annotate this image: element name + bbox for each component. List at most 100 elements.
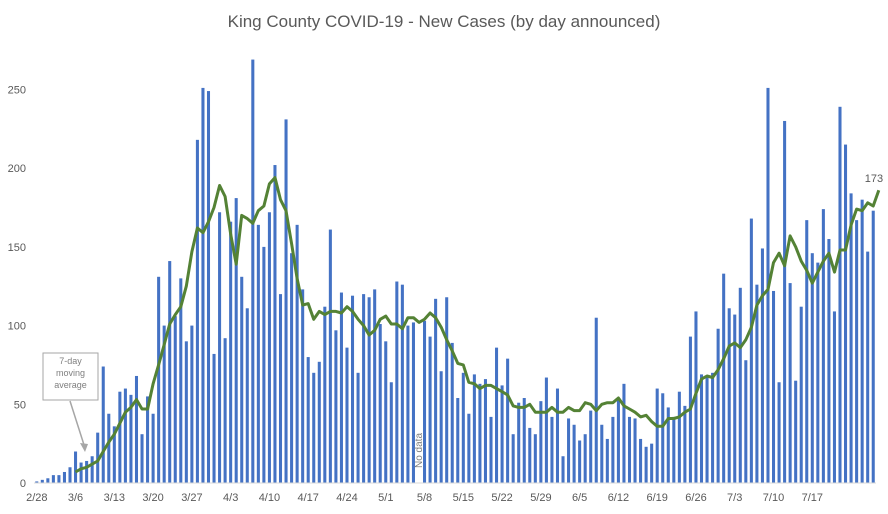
daily-cases-bar [722,273,726,483]
daily-cases-bar [123,388,127,483]
daily-cases-bar [644,446,648,483]
daily-cases-bar [572,424,576,483]
x-tick-label: 7/17 [802,492,823,504]
y-axis-tick-labels: 0 50 100 150 200 250 [8,85,26,491]
daily-cases-bar [146,396,150,483]
daily-cases-bar [301,289,305,483]
daily-cases-bar [384,341,388,483]
daily-cases-bar [772,290,776,483]
daily-cases-bar [35,481,39,483]
daily-cases-bar [838,106,842,484]
daily-cases-bar [46,478,50,483]
x-tick-label: 3/20 [142,492,163,504]
daily-cases-bar [218,212,222,483]
no-data-annotation: No data [414,433,425,468]
daily-cases-bar [212,353,216,483]
daily-cases-bar [605,438,609,483]
daily-cases-bar [373,289,377,483]
x-tick-label: 5/22 [491,492,512,504]
daily-cases-bar [168,261,172,483]
daily-cases-bar [79,462,83,483]
daily-cases-bar [716,328,720,483]
daily-cases-bar [389,382,393,483]
daily-cases-bar [450,342,454,483]
daily-cases-bar [622,383,626,483]
daily-cases-bar [661,393,665,483]
daily-cases-bar [855,220,859,483]
daily-cases-bar [411,322,415,483]
daily-cases-bar [179,278,183,483]
daily-cases-bar [821,209,825,484]
x-tick-label: 3/13 [104,492,125,504]
daily-cases-bar [832,311,836,483]
daily-cases-bar [483,379,487,483]
daily-cases-bar [633,418,637,483]
daily-cases-bar [334,330,338,483]
daily-cases-bar [157,276,161,483]
daily-cases-bar [699,374,704,483]
daily-cases-bars [35,59,875,484]
x-tick-label: 7/10 [763,492,784,504]
daily-cases-bar [51,475,55,483]
x-tick-label: 5/1 [378,492,393,504]
x-tick-label: 6/12 [608,492,629,504]
daily-cases-bar [428,336,432,483]
daily-cases-bar [278,294,283,483]
daily-cases-bar [107,413,111,483]
daily-cases-bar [267,212,271,483]
daily-cases-bar [727,308,731,483]
daily-cases-bar [90,456,94,483]
daily-cases-bar [639,438,643,483]
daily-cases-bar [234,198,238,483]
last-average-value-label: 173 [865,173,883,185]
daily-cases-bar [528,427,532,483]
moving-average-line [74,176,881,474]
daily-cases-bar [489,416,493,483]
daily-cases-bar [467,413,471,483]
x-tick-label: 4/17 [297,492,318,504]
daily-cases-bar [816,262,820,483]
daily-cases-bar [345,347,349,483]
daily-cases-bar [810,253,814,483]
daily-cases-bar [799,306,803,483]
daily-cases-bar [461,372,465,483]
daily-cases-bar [495,347,499,483]
daily-cases-bar [356,372,360,483]
daily-cases-bar [195,139,199,483]
daily-cases-bar [245,308,249,483]
daily-cases-bar [439,371,443,483]
daily-cases-bar [533,434,537,483]
daily-cases-bar [506,358,510,483]
daily-cases-bar [583,434,587,483]
daily-cases-bar [705,375,709,483]
x-tick-label: 5/15 [453,492,474,504]
daily-cases-bar [860,199,864,484]
daily-cases-bar [351,295,355,483]
daily-cases-bar [783,120,787,484]
daily-cases-bar [62,471,66,483]
daily-cases-bar [290,253,294,483]
daily-cases-bar [40,479,44,483]
daily-cases-bar [134,375,139,483]
daily-cases-bar [96,432,100,483]
daily-cases-bar [173,316,177,483]
callout-text: 7-day moving average [54,356,87,390]
callout-box [42,352,99,401]
y-tick-label: 150 [8,242,26,254]
daily-cases-bar [744,360,748,483]
daily-cases-bar [312,372,316,483]
daily-cases-bar [827,239,831,483]
daily-cases-bar [683,405,687,483]
y-tick-label: 50 [14,399,26,411]
moving-average-callout: 7-day moving average [42,352,99,452]
x-tick-label: 6/26 [685,492,706,504]
daily-cases-bar [162,325,166,483]
daily-cases-bar [118,391,122,483]
daily-cases-bar [74,451,78,483]
callout-arrowhead [80,443,88,452]
x-tick-label: 4/3 [223,492,238,504]
daily-cases-bar [229,221,233,483]
x-tick-label: 3/6 [68,492,83,504]
daily-cases-bar [616,398,620,483]
